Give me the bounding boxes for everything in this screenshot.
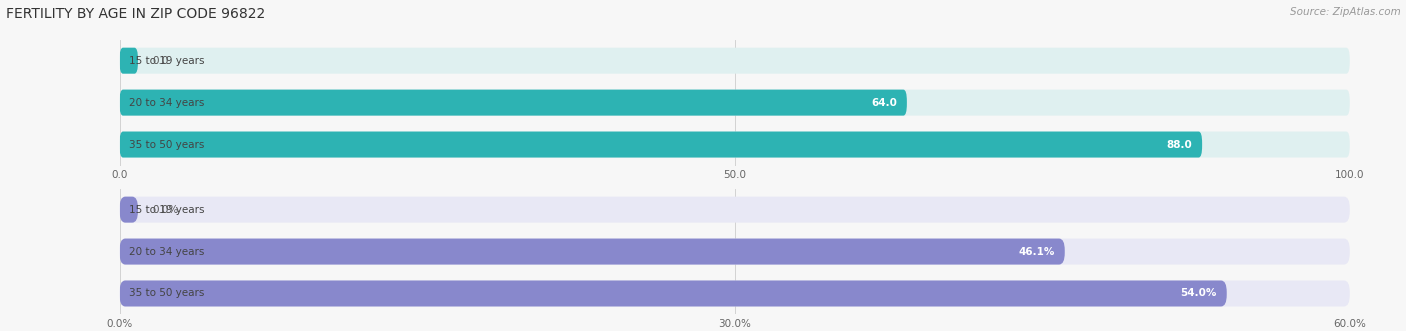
FancyBboxPatch shape <box>120 197 138 223</box>
Text: Source: ZipAtlas.com: Source: ZipAtlas.com <box>1289 7 1400 17</box>
Text: 15 to 19 years: 15 to 19 years <box>129 56 205 66</box>
FancyBboxPatch shape <box>120 131 1350 158</box>
Text: 35 to 50 years: 35 to 50 years <box>129 289 205 299</box>
Text: 0.0%: 0.0% <box>153 205 179 214</box>
FancyBboxPatch shape <box>120 280 1226 307</box>
Text: 15 to 19 years: 15 to 19 years <box>129 205 205 214</box>
Text: 20 to 34 years: 20 to 34 years <box>129 98 205 108</box>
FancyBboxPatch shape <box>120 239 1064 264</box>
Text: 35 to 50 years: 35 to 50 years <box>129 140 205 150</box>
FancyBboxPatch shape <box>120 48 1350 74</box>
FancyBboxPatch shape <box>120 280 1350 307</box>
Text: 54.0%: 54.0% <box>1181 289 1218 299</box>
Text: 64.0: 64.0 <box>872 98 897 108</box>
FancyBboxPatch shape <box>120 197 1350 223</box>
Text: 46.1%: 46.1% <box>1018 247 1054 257</box>
Text: 88.0: 88.0 <box>1167 140 1192 150</box>
FancyBboxPatch shape <box>120 48 138 74</box>
FancyBboxPatch shape <box>120 90 1350 116</box>
Text: 0.0: 0.0 <box>153 56 169 66</box>
Text: 20 to 34 years: 20 to 34 years <box>129 247 205 257</box>
FancyBboxPatch shape <box>120 131 1202 158</box>
FancyBboxPatch shape <box>120 90 907 116</box>
FancyBboxPatch shape <box>120 239 1350 264</box>
Text: FERTILITY BY AGE IN ZIP CODE 96822: FERTILITY BY AGE IN ZIP CODE 96822 <box>6 7 264 21</box>
